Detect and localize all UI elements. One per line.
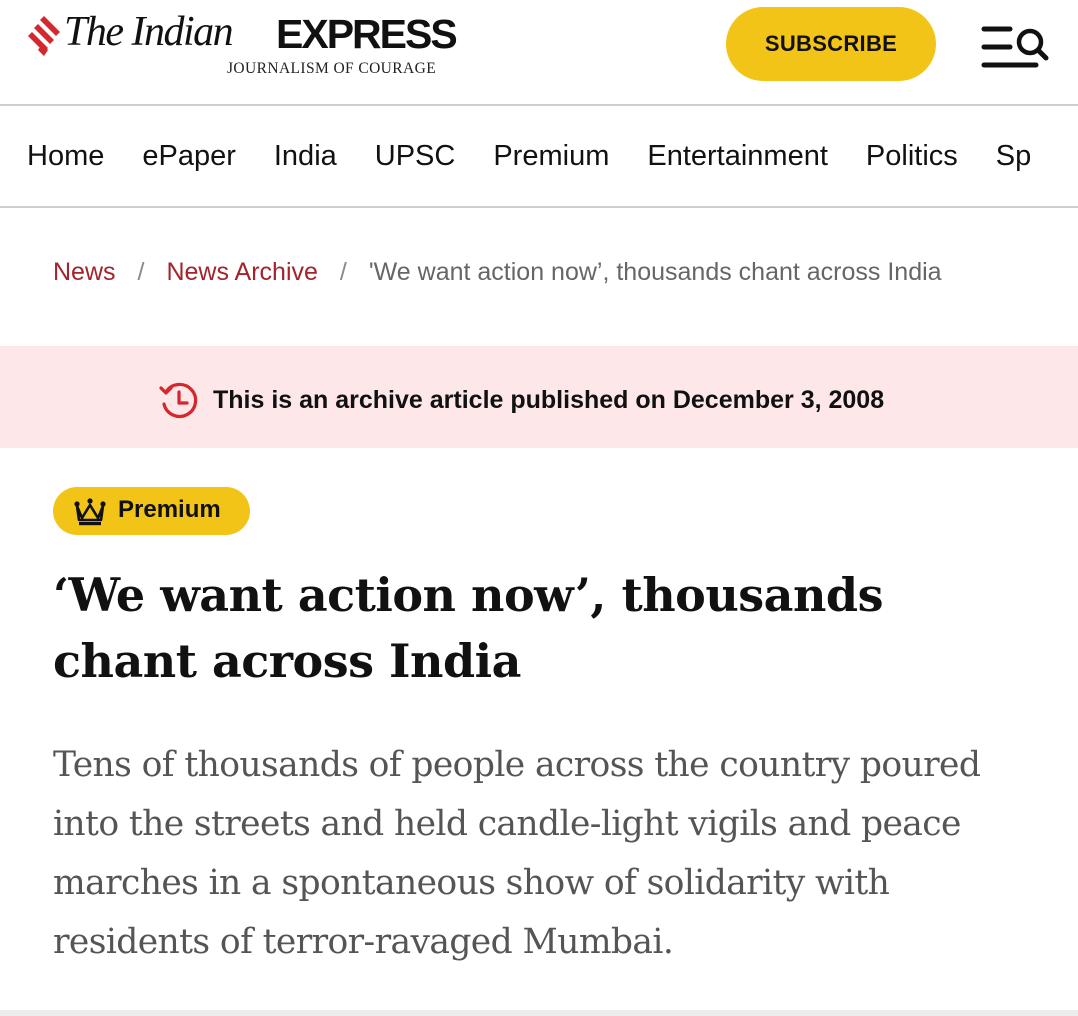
- nav-item-sports[interactable]: Sp: [995, 140, 1032, 172]
- breadcrumb-separator: /: [339, 258, 347, 286]
- article-headline: ‘We want action now’, thousands chant ac…: [53, 568, 883, 688]
- nav-item-india[interactable]: India: [273, 140, 337, 172]
- main-nav: Home ePaper India UPSC Premium Entertain…: [0, 106, 1078, 208]
- breadcrumb-current: 'We want action now’, thousands chant ac…: [368, 258, 942, 286]
- logo-express: EXPRESS: [276, 11, 458, 57]
- logo-tagline: JOURNALISM OF COURAGE: [227, 60, 437, 77]
- article-summary: Tens of thousands of people across the c…: [53, 745, 981, 962]
- breadcrumb: News / News Archive / 'We want action no…: [53, 258, 942, 287]
- nav-item-home[interactable]: Home: [27, 140, 105, 172]
- crown-icon: [74, 498, 106, 526]
- nav-item-politics[interactable]: Politics: [865, 140, 958, 172]
- logo-the-indian: The Indian: [64, 9, 234, 55]
- nav-item-epaper[interactable]: ePaper: [142, 140, 236, 172]
- archive-text: This is an archive article published on …: [213, 386, 885, 414]
- breadcrumb-separator: /: [137, 258, 145, 286]
- breadcrumb-news[interactable]: News: [53, 258, 116, 286]
- premium-badge[interactable]: Premium: [53, 487, 250, 535]
- logo-mark-icon: [28, 16, 60, 56]
- nav-list: Home ePaper India UPSC Premium Entertain…: [27, 140, 1069, 173]
- history-clock-icon: [159, 382, 198, 418]
- divider: [0, 1010, 1078, 1016]
- nav-item-upsc[interactable]: UPSC: [374, 140, 456, 172]
- premium-label: Premium: [118, 496, 221, 523]
- nav-item-premium[interactable]: Premium: [493, 140, 610, 172]
- nav-item-entertainment[interactable]: Entertainment: [647, 140, 828, 172]
- archive-banner: This is an archive article published on …: [0, 346, 1078, 448]
- subscribe-button[interactable]: SUBSCRIBE: [726, 7, 936, 81]
- breadcrumb-news-archive[interactable]: News Archive: [166, 258, 318, 286]
- site-logo[interactable]: The Indian EXPRESS JOURNALISM OF COURAGE: [26, 9, 458, 82]
- menu-search-icon[interactable]: [980, 22, 1050, 72]
- site-header: The Indian EXPRESS JOURNALISM OF COURAGE…: [0, 0, 1078, 106]
